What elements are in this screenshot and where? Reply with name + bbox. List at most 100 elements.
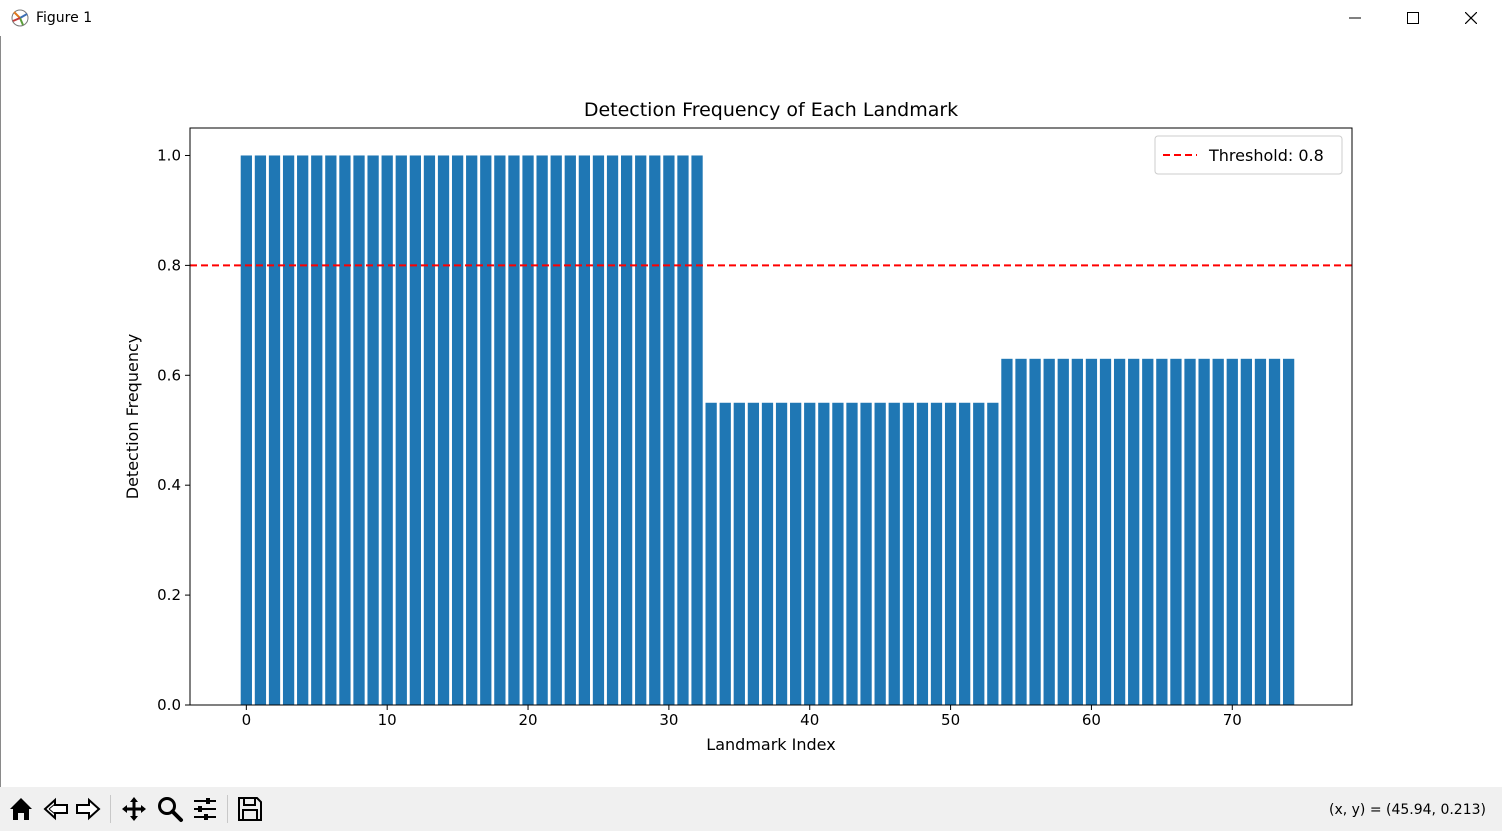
- bar: [761, 402, 774, 705]
- forward-button[interactable]: [72, 793, 104, 825]
- bar: [508, 155, 520, 705]
- bar: [325, 155, 337, 705]
- bar: [944, 402, 957, 705]
- bar: [578, 155, 591, 705]
- bar: [409, 155, 421, 705]
- x-tick-label: 40: [800, 711, 819, 729]
- bar: [395, 155, 407, 705]
- bar: [1142, 358, 1154, 705]
- bar: [522, 155, 534, 705]
- bar: [846, 402, 858, 705]
- pan-button[interactable]: [118, 793, 150, 825]
- bar: [1043, 358, 1055, 705]
- bar: [339, 155, 351, 705]
- bar: [1001, 358, 1013, 705]
- bar: [592, 155, 605, 705]
- bar: [1156, 358, 1168, 705]
- configure-subplots-icon: [194, 798, 216, 820]
- bar: [1128, 358, 1140, 705]
- x-tick-label: 70: [1223, 711, 1242, 729]
- title-bar: Figure 1: [0, 0, 1502, 36]
- bar: [663, 155, 675, 705]
- bar: [719, 402, 731, 705]
- toolbar-separator: [110, 795, 111, 823]
- plot-frame: [189, 127, 1353, 706]
- bar: [536, 155, 548, 705]
- y-axis-label: Detection Frequency: [123, 334, 142, 499]
- y-tick-label: 0.8: [157, 256, 181, 274]
- home-icon: [10, 798, 32, 820]
- bar: [874, 402, 886, 705]
- bar: [705, 402, 717, 705]
- maximize-icon: [1407, 12, 1419, 24]
- bar: [888, 402, 900, 705]
- y-tick-label: 0.2: [157, 586, 181, 604]
- bar: [381, 155, 393, 705]
- bar: [733, 402, 745, 705]
- bar: [437, 155, 450, 705]
- cursor-coordinates: (x, y) = (45.94, 0.213): [1328, 802, 1486, 818]
- bar: [1057, 358, 1069, 705]
- bar: [1170, 358, 1182, 705]
- bar: [1015, 358, 1027, 705]
- bar: [311, 155, 323, 705]
- bar: [747, 402, 760, 705]
- bar: [564, 155, 576, 705]
- navigation-toolbar: (x, y) = (45.94, 0.213): [0, 787, 1502, 831]
- home-button[interactable]: [5, 793, 37, 825]
- window-title: Figure 1: [36, 10, 93, 26]
- zoom-button[interactable]: [154, 793, 186, 825]
- y-tick-label: 0.4: [157, 476, 181, 494]
- legend-threshold-label: Threshold: 0.8: [1208, 146, 1324, 165]
- minimize-button[interactable]: [1326, 0, 1384, 36]
- y-tick-label: 1.0: [157, 146, 181, 164]
- bar: [282, 155, 295, 705]
- bar: [818, 402, 830, 705]
- bar: [550, 155, 562, 705]
- legend-box: [1154, 135, 1343, 175]
- bar: [494, 155, 506, 705]
- bar: [916, 402, 929, 705]
- x-tick-label: 60: [1082, 711, 1101, 729]
- bar: [367, 155, 379, 705]
- x-tick-label: 10: [378, 711, 397, 729]
- bar: [1282, 358, 1295, 705]
- app-icon: [10, 8, 30, 28]
- bar: [353, 155, 365, 705]
- maximize-button[interactable]: [1384, 0, 1442, 36]
- bar: [254, 155, 267, 705]
- figure-canvas[interactable]: 0 10 20 30 40 50 60 70 0.0 0.2 0.4 0.6 0.8 1.0 Detecti…: [0, 36, 1502, 786]
- bar: [1198, 358, 1210, 705]
- pan-icon: [122, 797, 146, 821]
- configure-subplots-button[interactable]: [189, 793, 221, 825]
- y-tick-label: 0.0: [157, 696, 181, 714]
- y-tick-label: 0.6: [157, 366, 181, 384]
- bar-chart: 0 10 20 30 40 50 60 70 0.0 0.2 0.4 0.6 0.8 1.0 Detecti…: [123, 99, 1353, 754]
- bar: [620, 155, 633, 705]
- bar: [987, 402, 999, 705]
- bar: [1029, 358, 1041, 705]
- bar: [804, 402, 816, 705]
- bar: [1268, 358, 1281, 705]
- bar: [466, 155, 478, 705]
- bar: [775, 402, 788, 705]
- save-button[interactable]: [234, 793, 266, 825]
- back-button[interactable]: [40, 793, 72, 825]
- bar: [1254, 358, 1267, 705]
- x-tick-label: 20: [518, 711, 537, 729]
- bar: [1212, 358, 1224, 705]
- close-button[interactable]: [1442, 0, 1500, 36]
- bar: [959, 402, 971, 705]
- bar: [1184, 358, 1196, 705]
- bar: [832, 402, 844, 705]
- bar: [1085, 358, 1098, 705]
- bar: [451, 155, 464, 705]
- back-icon: [43, 797, 68, 821]
- bar: [423, 155, 436, 705]
- minimize-icon: [1349, 17, 1361, 19]
- bar: [973, 402, 985, 705]
- bar: [268, 155, 281, 705]
- bar: [606, 155, 619, 705]
- bar: [691, 155, 703, 705]
- bar: [1226, 358, 1238, 705]
